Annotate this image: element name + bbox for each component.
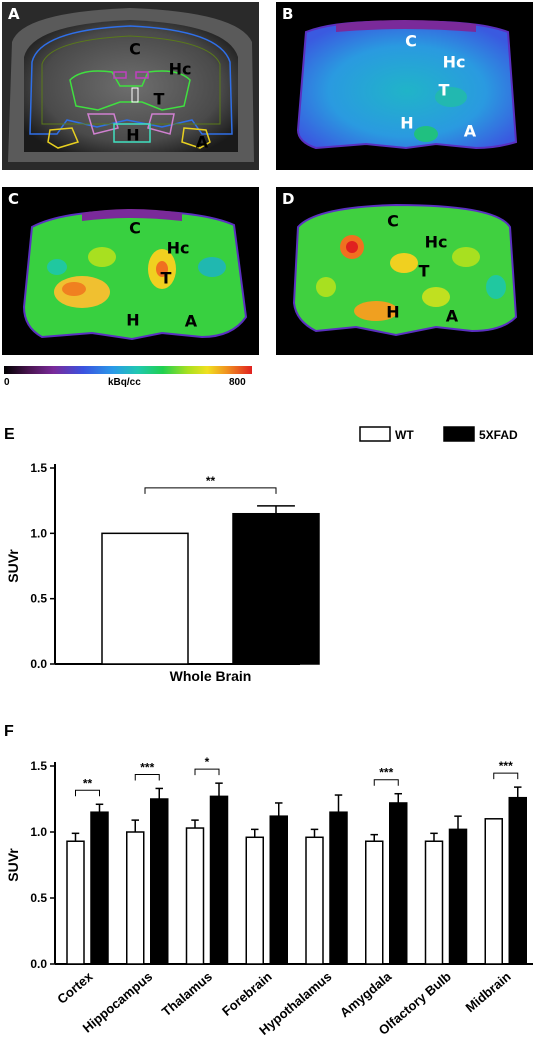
bar [424, 840, 444, 965]
category-label: Midbrain [463, 969, 514, 1015]
bar [329, 811, 348, 965]
significance-bracket [194, 768, 220, 776]
legend-label: WT [395, 428, 414, 442]
bar [245, 836, 264, 965]
region-label: T [153, 89, 165, 109]
colorbar-min-label: 0 [4, 377, 10, 388]
significance-label: * [205, 755, 210, 769]
region-label: C [405, 31, 417, 51]
bar [448, 828, 468, 965]
region-label: A [184, 311, 198, 331]
region-label: Hc [424, 232, 448, 252]
mri-image [2, 2, 259, 170]
category-label: Forebrain [219, 969, 275, 1019]
y-tick-label: 0.5 [30, 891, 47, 905]
bar [150, 798, 169, 965]
panel-d-label: D [282, 190, 295, 208]
category-label: Cortex [54, 968, 96, 1006]
region-label: Hc [168, 59, 192, 79]
significance-label: *** [379, 766, 393, 780]
significance-bracket [75, 789, 100, 797]
region-label: T [160, 268, 172, 288]
category-label: Amygdala [337, 968, 395, 1020]
significance-label: ** [83, 776, 93, 790]
panel-b-label: B [282, 5, 294, 23]
legend-swatch-wt [359, 426, 391, 442]
bar [269, 815, 288, 965]
panel-c-pet: C C Hc T H A [2, 187, 259, 355]
significance-bracket [493, 772, 519, 780]
region-label: C [129, 218, 141, 238]
bar [126, 831, 145, 965]
legend-label: 5XFAD [479, 428, 518, 442]
category-label: Thalamus [159, 969, 215, 1019]
bar [389, 802, 408, 965]
chart-f: 0.00.51.01.5SUVr**Cortex***Hippocampus*T… [5, 755, 533, 1038]
panel-a-mri: A C Hc T H A [2, 2, 259, 170]
colorbar [4, 366, 252, 374]
bar [484, 818, 503, 965]
region-label: H [386, 302, 400, 322]
y-tick-label: 1.0 [30, 526, 47, 540]
region-label: A [463, 121, 477, 141]
bar [508, 796, 527, 965]
region-label: A [445, 306, 459, 326]
significance-bracket [144, 487, 277, 494]
significance-label: *** [140, 760, 154, 774]
region-label: C [387, 211, 399, 231]
bar [101, 532, 189, 665]
pet-image [292, 203, 518, 337]
y-tick-label: 1.0 [30, 825, 47, 839]
pet-image [22, 209, 248, 341]
region-label: A [195, 132, 209, 152]
legend-swatch-5xfad [443, 426, 475, 442]
colorbar-unit-label: kBq/cc [108, 377, 141, 388]
bar [232, 512, 320, 665]
significance-bracket [373, 779, 399, 786]
y-axis-label: SUVr [5, 848, 21, 882]
y-tick-label: 1.5 [30, 461, 47, 475]
y-tick-label: 0.5 [30, 592, 47, 606]
region-label: H [400, 113, 414, 133]
region-label: T [438, 80, 450, 100]
bar [90, 811, 109, 965]
region-label: Hc [166, 238, 190, 258]
pet-image [296, 20, 518, 150]
category-label: Whole Brain [170, 668, 252, 684]
y-tick-label: 1.5 [30, 759, 47, 773]
significance-label: *** [499, 759, 513, 773]
significance-bracket [134, 773, 160, 781]
region-label: H [126, 125, 140, 145]
panel-e-label: E [4, 426, 15, 443]
region-label: T [418, 261, 430, 281]
significance-label: ** [206, 474, 216, 488]
y-tick-label: 0.0 [30, 957, 47, 971]
bar [305, 836, 324, 965]
bar [209, 795, 229, 965]
y-axis-label: SUVr [5, 549, 21, 583]
panel-a-label: A [8, 5, 20, 23]
chart-e: 0.0 0.5 1.0 1.5 SUVr ** Whole Brain WT 5XFAD [5, 426, 518, 684]
bar [185, 827, 205, 965]
panel-d-pet: D C Hc T H A [276, 187, 533, 355]
panel-c-label: C [8, 190, 20, 208]
colorbar-max-label: 800 [229, 377, 246, 388]
region-label: H [126, 310, 140, 330]
bar [66, 840, 85, 965]
panel-f-label: F [4, 723, 14, 740]
panel-b-pet: B C Hc T H A [276, 2, 533, 170]
region-label: C [129, 39, 141, 59]
bar [365, 840, 384, 965]
region-label: Hc [442, 52, 466, 72]
y-tick-label: 0.0 [30, 657, 47, 671]
